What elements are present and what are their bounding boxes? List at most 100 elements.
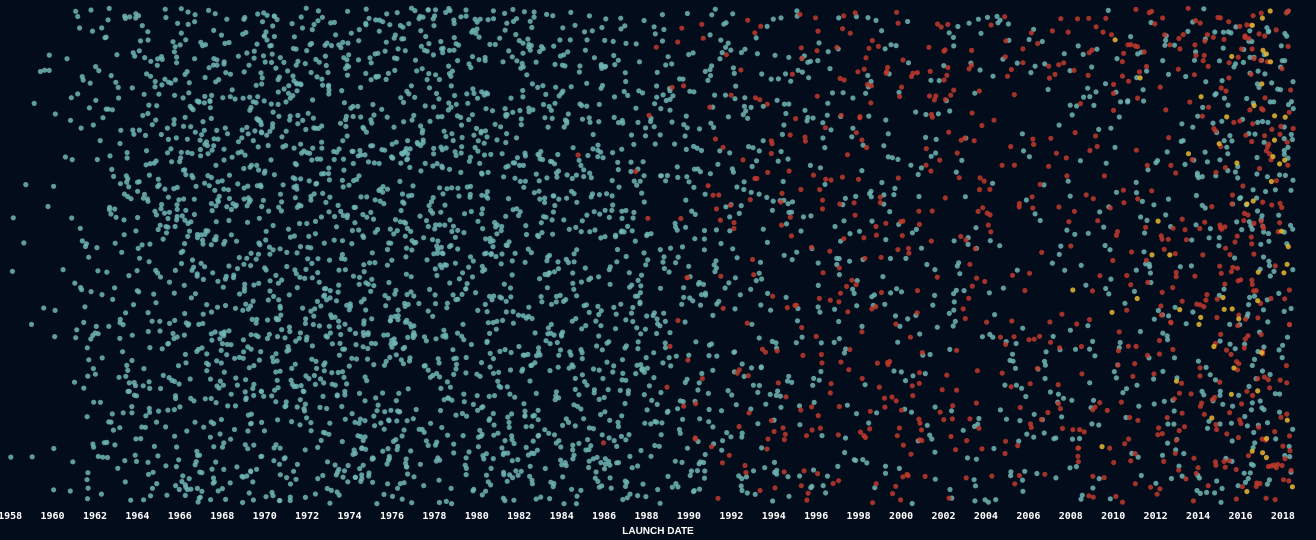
data-point bbox=[974, 275, 980, 281]
data-point bbox=[739, 361, 745, 367]
data-point bbox=[341, 374, 347, 380]
data-point bbox=[741, 186, 747, 193]
data-point bbox=[340, 474, 346, 480]
data-point bbox=[183, 207, 189, 213]
data-point bbox=[1197, 365, 1203, 371]
data-point bbox=[1268, 178, 1274, 185]
data-point bbox=[1037, 217, 1043, 224]
data-point bbox=[321, 362, 327, 368]
data-point bbox=[213, 400, 219, 406]
data-point bbox=[250, 497, 256, 503]
data-point bbox=[589, 191, 596, 197]
data-point bbox=[895, 339, 901, 345]
data-point bbox=[738, 483, 744, 489]
data-point bbox=[854, 303, 860, 309]
data-point bbox=[819, 206, 826, 212]
data-point bbox=[1281, 147, 1287, 154]
data-point bbox=[909, 383, 915, 389]
data-point bbox=[147, 385, 153, 391]
data-point bbox=[824, 473, 831, 479]
data-point bbox=[1279, 462, 1285, 469]
data-point bbox=[445, 107, 451, 113]
data-point bbox=[403, 271, 409, 277]
data-point bbox=[246, 365, 252, 371]
data-point bbox=[222, 125, 228, 131]
data-point bbox=[404, 291, 410, 298]
data-point bbox=[469, 112, 475, 118]
data-point bbox=[815, 471, 821, 477]
data-point bbox=[934, 21, 941, 27]
data-point bbox=[453, 297, 459, 303]
data-point bbox=[1249, 362, 1255, 369]
data-point bbox=[345, 40, 351, 46]
data-point bbox=[586, 458, 592, 464]
data-point bbox=[1059, 425, 1066, 431]
data-point bbox=[342, 256, 348, 262]
data-point bbox=[885, 131, 891, 137]
data-point bbox=[916, 370, 923, 376]
data-point bbox=[840, 26, 846, 32]
data-point bbox=[135, 245, 141, 251]
data-point bbox=[1207, 226, 1213, 232]
data-point bbox=[739, 430, 745, 436]
data-point bbox=[243, 29, 249, 36]
data-point bbox=[814, 93, 820, 99]
data-point bbox=[1051, 436, 1057, 442]
data-point bbox=[913, 109, 919, 115]
data-point bbox=[288, 377, 294, 383]
data-point bbox=[275, 280, 281, 286]
data-point bbox=[770, 293, 776, 299]
data-point bbox=[327, 500, 333, 506]
data-point bbox=[928, 238, 934, 244]
data-point bbox=[522, 150, 528, 156]
data-point bbox=[1123, 386, 1130, 392]
data-point bbox=[1052, 71, 1058, 77]
data-point bbox=[156, 91, 162, 97]
data-point bbox=[898, 407, 905, 413]
data-point bbox=[635, 463, 641, 469]
data-point bbox=[439, 165, 445, 171]
data-point bbox=[267, 278, 273, 284]
data-point bbox=[772, 52, 778, 58]
data-point bbox=[751, 272, 757, 278]
data-point bbox=[323, 333, 329, 339]
data-point bbox=[861, 66, 867, 72]
data-point bbox=[581, 416, 587, 422]
data-point bbox=[758, 302, 764, 308]
data-point bbox=[198, 232, 204, 238]
data-point bbox=[206, 183, 212, 189]
data-point bbox=[489, 108, 496, 114]
data-point bbox=[687, 88, 693, 94]
data-point bbox=[551, 193, 557, 199]
data-point bbox=[164, 492, 170, 498]
data-point bbox=[1214, 314, 1220, 321]
data-point bbox=[261, 393, 267, 399]
data-point bbox=[361, 296, 367, 302]
data-point bbox=[1100, 29, 1106, 35]
data-point bbox=[680, 416, 686, 422]
data-point bbox=[418, 43, 424, 49]
data-point bbox=[336, 146, 342, 152]
data-point bbox=[705, 77, 711, 83]
data-point bbox=[1263, 495, 1269, 501]
data-point bbox=[336, 324, 342, 330]
data-point bbox=[676, 426, 683, 433]
data-point bbox=[841, 77, 847, 83]
data-point bbox=[450, 137, 456, 144]
data-point bbox=[723, 204, 729, 210]
data-point bbox=[356, 227, 362, 233]
data-point bbox=[121, 217, 127, 223]
data-point bbox=[947, 486, 953, 493]
data-point bbox=[581, 29, 588, 35]
data-point bbox=[691, 184, 697, 190]
data-point bbox=[798, 228, 804, 234]
data-point bbox=[635, 293, 641, 299]
data-point bbox=[749, 163, 755, 170]
data-point bbox=[1223, 88, 1229, 94]
data-point bbox=[993, 497, 999, 503]
data-point bbox=[408, 228, 414, 234]
data-point bbox=[844, 402, 851, 408]
data-point bbox=[1230, 264, 1236, 270]
data-point bbox=[165, 215, 171, 222]
data-point bbox=[261, 98, 267, 104]
